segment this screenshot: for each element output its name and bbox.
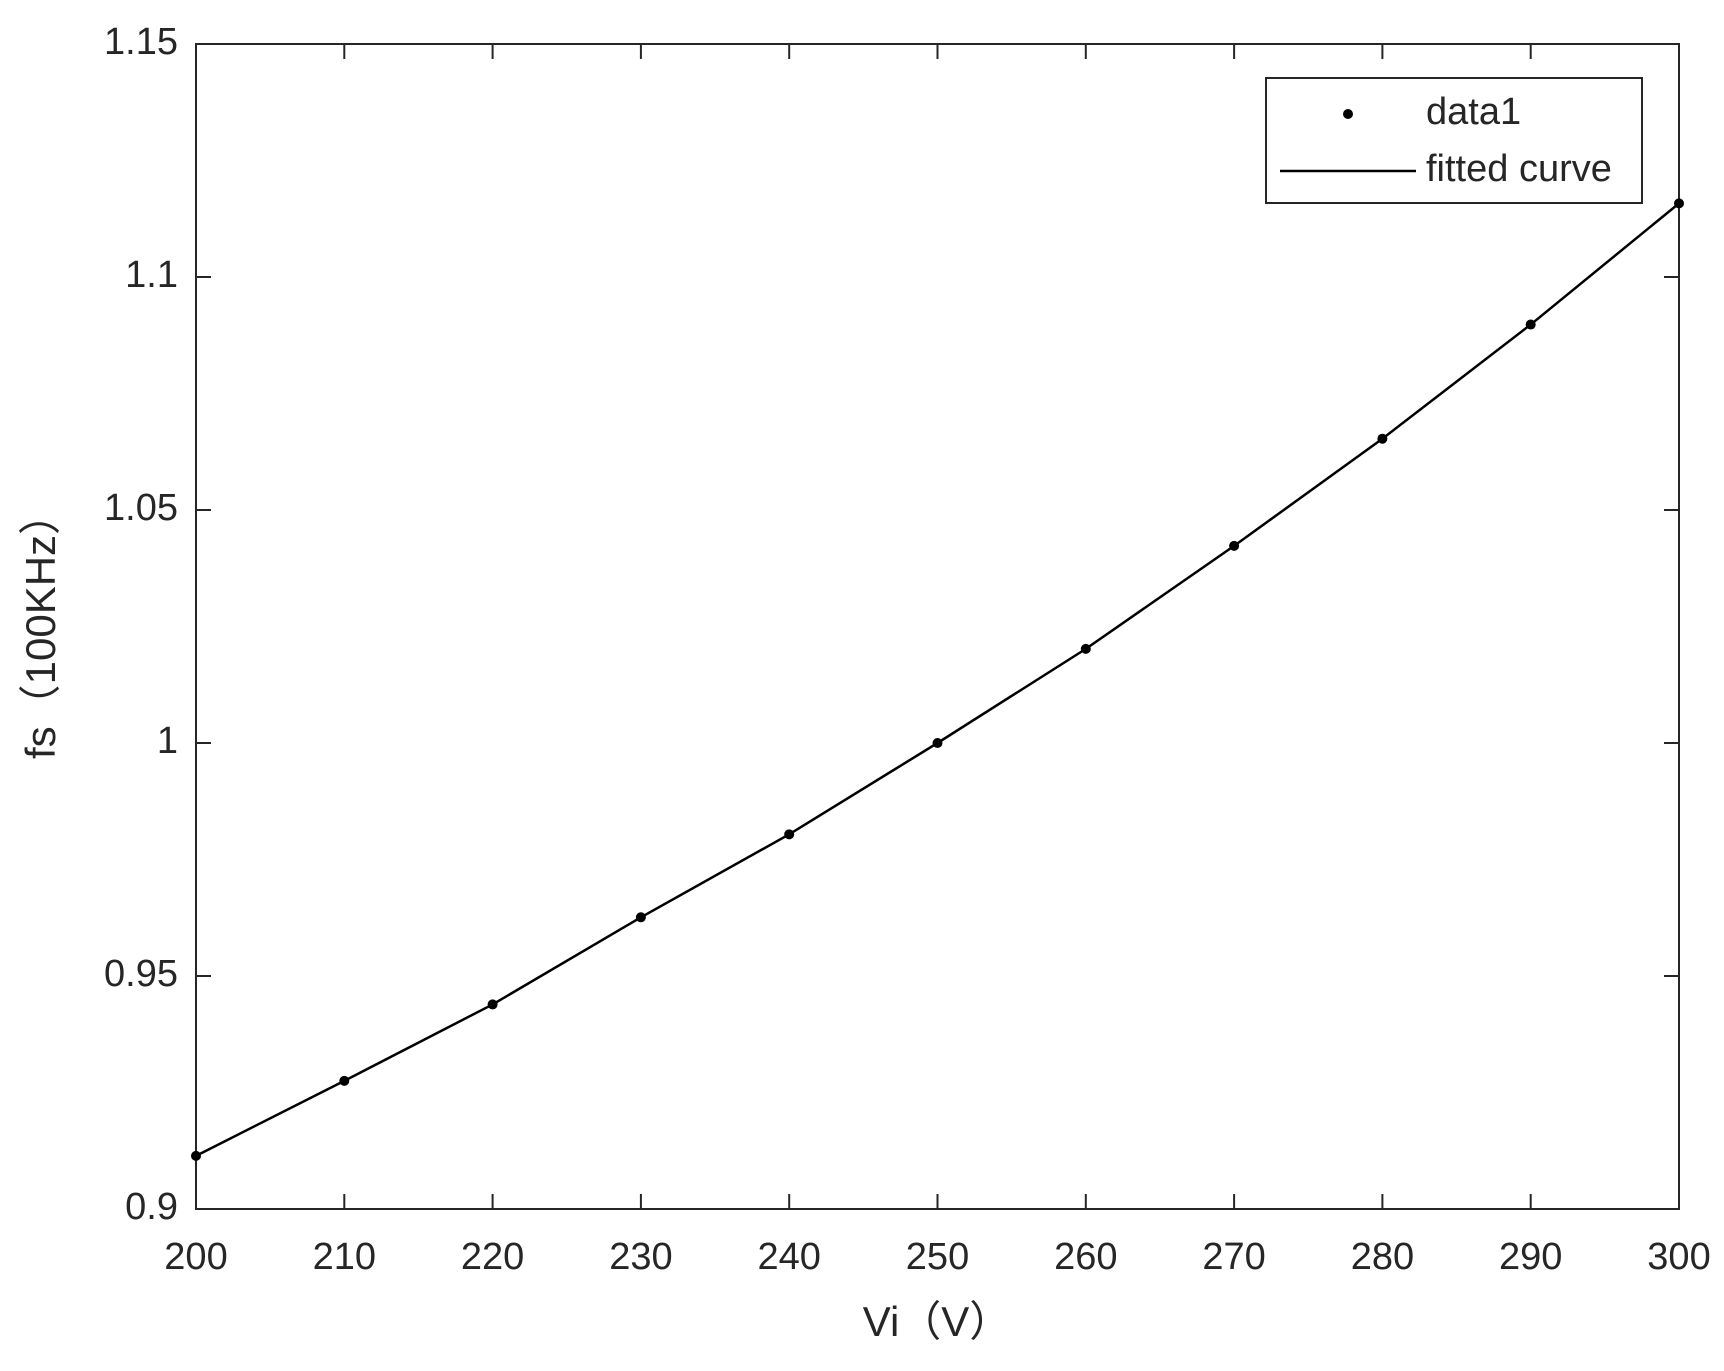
plot-frame — [195, 43, 1680, 1210]
x-tick-label: 250 — [906, 1236, 969, 1278]
x-tick-label: 220 — [461, 1236, 524, 1278]
x-tick-label: 290 — [1499, 1236, 1562, 1278]
y-tick-label: 0.95 — [104, 953, 178, 995]
x-tick-label: 210 — [313, 1236, 376, 1278]
y-tick-label: 0.9 — [125, 1186, 178, 1228]
y-tick-label: 1.05 — [104, 487, 178, 529]
x-tick-label: 300 — [1647, 1236, 1710, 1278]
fitted-line — [195, 202, 1680, 1157]
y-tick-label: 1 — [157, 720, 178, 762]
x-tick-label: 270 — [1202, 1236, 1265, 1278]
y-tick-label: 1.1 — [125, 254, 178, 296]
y-axis-label: fs（100KHz） — [17, 493, 64, 759]
x-axis-label: Vi（V） — [863, 1298, 1012, 1345]
x-tick-label: 200 — [164, 1236, 227, 1278]
x-tick-label: 280 — [1351, 1236, 1414, 1278]
x-tick-label: 230 — [609, 1236, 672, 1278]
y-tick-label: 1.15 — [104, 21, 178, 63]
legend-label: data1 — [1426, 91, 1521, 133]
x-tick-label: 260 — [1054, 1236, 1117, 1278]
legend-marker — [1343, 109, 1353, 119]
x-tick-label: 240 — [757, 1236, 820, 1278]
legend-label: fitted curve — [1426, 148, 1612, 190]
legend-box — [1265, 77, 1643, 204]
